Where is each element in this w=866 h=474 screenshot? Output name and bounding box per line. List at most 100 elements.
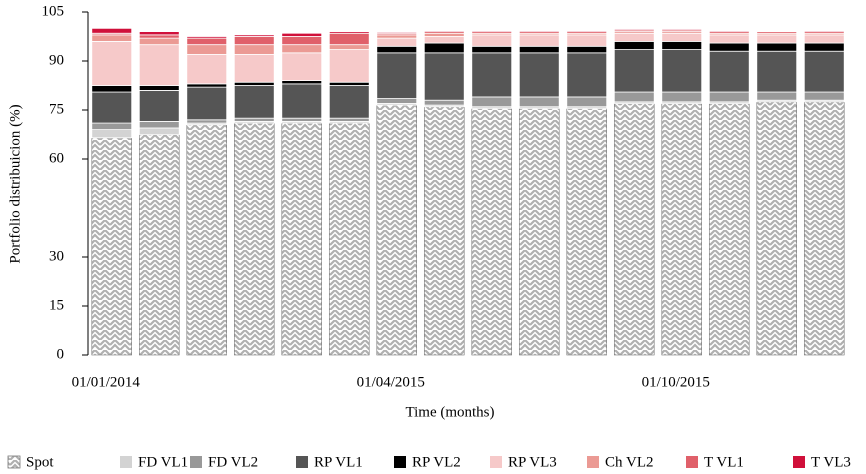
bar-segment [91, 34, 133, 42]
bar-segment [91, 122, 133, 130]
bar-segment [233, 54, 275, 83]
bar-segment [328, 117, 370, 122]
legend-swatch [120, 456, 132, 468]
bar-segment [708, 50, 750, 93]
bar-segment [613, 41, 655, 50]
bar-segment [518, 108, 560, 356]
bar-segment [233, 34, 275, 37]
bar-segment [138, 31, 180, 36]
bar-segment [186, 119, 228, 124]
x-axis-title: Time (months) [405, 404, 494, 420]
bar-segment [328, 122, 370, 356]
bar-segment [138, 90, 180, 122]
bar-segment [708, 103, 750, 356]
y-axis-title: Portfolio distribuicion (%) [7, 104, 23, 263]
legend-label: RP VL3 [508, 454, 557, 470]
bar-segment [233, 44, 275, 55]
x-tick-label: 01/01/2014 [72, 374, 141, 390]
bar-segment [233, 85, 275, 119]
bar-segment [756, 34, 798, 44]
y-tick-label: 0 [57, 346, 65, 362]
bar-segment [518, 96, 560, 108]
legend-swatch [587, 456, 599, 468]
y-tick-label: 75 [49, 101, 64, 117]
bar-segment [376, 98, 418, 104]
bar-segment [376, 31, 418, 34]
bar-segment [518, 30, 560, 33]
bar-segment [423, 32, 465, 37]
legend-label: T VL3 [811, 454, 851, 470]
bar-segment [91, 41, 133, 86]
bar-segment [281, 44, 323, 54]
bar-segment [566, 52, 608, 98]
bar-segment [518, 45, 560, 54]
bar-segment [281, 36, 323, 46]
bar-segment [376, 104, 417, 356]
bar-segment [328, 81, 370, 86]
bar-segment [234, 122, 275, 356]
bar-segment [376, 34, 418, 39]
bar-segment [139, 134, 180, 356]
bar-segment [423, 36, 465, 44]
bar-segment [138, 44, 180, 86]
bar-segment [613, 91, 655, 103]
bar-segment [566, 34, 608, 47]
y-tick-label: 15 [49, 297, 64, 313]
bar-segment [186, 36, 228, 39]
legend-swatch [793, 456, 805, 468]
bar-segment [423, 30, 465, 33]
bar-segment [281, 32, 323, 37]
bar-segment [566, 96, 608, 108]
bar-segment [471, 96, 513, 108]
bar-segment [518, 52, 560, 98]
legend-label: Ch VL2 [605, 454, 653, 470]
x-tick-label: 01/04/2015 [357, 374, 425, 390]
legend-label: FD VL1 [138, 454, 188, 470]
bar-segment [233, 81, 275, 86]
x-tick-label: 01/10/2015 [642, 374, 710, 390]
bar-segment [803, 30, 845, 33]
bar-segment [708, 34, 750, 44]
bar-segment [803, 101, 845, 356]
bar-segment [803, 34, 845, 44]
bar-segment [708, 30, 750, 33]
bar-segment [328, 32, 370, 46]
bar-segment [471, 30, 513, 33]
bar-segment [803, 42, 845, 52]
bar-segment [471, 34, 513, 47]
bar-segment [566, 108, 607, 356]
bar-segment [708, 42, 750, 52]
bar-segment [423, 52, 465, 101]
bar-segment [756, 101, 797, 356]
bar-segment [708, 91, 750, 103]
bar-segment [186, 83, 228, 88]
y-tick-label: 90 [49, 52, 64, 68]
bar-segment [328, 31, 370, 34]
legend-swatch [296, 456, 308, 468]
bar-segment [376, 37, 418, 47]
bar-segment [661, 49, 703, 93]
bar-segment [756, 50, 798, 93]
legend-swatch [490, 456, 502, 468]
bar-segment [186, 37, 228, 46]
bar-segment [423, 106, 465, 356]
bar-segment [566, 30, 608, 33]
bar-segment [566, 45, 608, 54]
bar-segment [613, 32, 655, 42]
bar-segment [91, 91, 133, 124]
bar-segment [91, 85, 133, 93]
legend-swatch [7, 455, 21, 469]
legend-swatch [190, 456, 202, 468]
bar-segment [233, 117, 275, 122]
bar-segment [661, 103, 702, 356]
legend-label: RP VL2 [412, 454, 461, 470]
bar-segment [661, 41, 703, 50]
bar-segment [233, 36, 275, 46]
bar-segment [91, 27, 133, 34]
bar-segment [328, 49, 370, 83]
bar-segment [138, 121, 180, 129]
legend-label: FD VL2 [208, 454, 258, 470]
y-tick-label: 30 [49, 248, 64, 264]
y-tick-label: 60 [49, 150, 64, 166]
